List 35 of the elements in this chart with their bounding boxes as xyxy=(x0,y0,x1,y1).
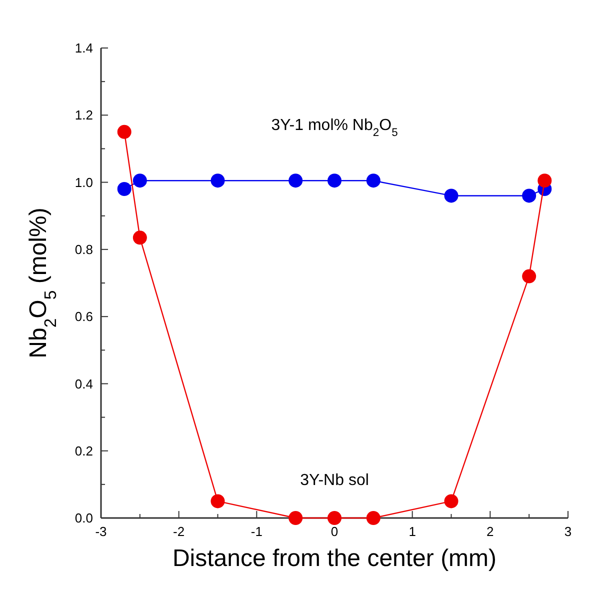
x-tick-label: 1 xyxy=(408,524,416,539)
point xyxy=(366,174,380,188)
point xyxy=(522,269,536,284)
x-axis-title: Distance from the center (mm) xyxy=(172,545,497,572)
y-tick-label: 0.2 xyxy=(74,443,93,458)
y-tick-label: 0.0 xyxy=(74,510,93,526)
y-tick-label: 1.2 xyxy=(74,108,93,123)
y-tick-label: 1.0 xyxy=(74,174,93,190)
point xyxy=(444,494,458,508)
point xyxy=(117,124,132,139)
x-tick-label: 2 xyxy=(486,524,494,539)
point xyxy=(132,230,147,245)
point xyxy=(328,174,342,188)
annotation: 3Y-Nb sol xyxy=(300,472,369,489)
point xyxy=(117,182,132,196)
annotation: 3Y-1 mol% Nb$_{2}$O$_{5}$ xyxy=(271,117,398,139)
x-tick-label: -1 xyxy=(250,524,262,539)
point xyxy=(538,174,552,188)
y-tick-label: 0.6 xyxy=(74,309,93,324)
y-tick-label: 0.4 xyxy=(74,376,93,392)
point xyxy=(328,511,342,525)
point xyxy=(522,188,536,203)
point xyxy=(288,511,303,525)
point xyxy=(288,174,303,188)
x-tick-label: -2 xyxy=(173,524,185,539)
x-tick-label: 0 xyxy=(330,524,338,539)
x-tick-label: 3 xyxy=(564,524,572,539)
y-tick-label: 1.4 xyxy=(74,40,93,56)
y-tick-label: 0.8 xyxy=(74,242,93,257)
point xyxy=(444,188,458,203)
x-tick-label: -3 xyxy=(95,524,107,539)
point xyxy=(210,174,225,188)
point xyxy=(210,494,225,508)
point xyxy=(366,511,380,525)
point xyxy=(132,174,147,188)
